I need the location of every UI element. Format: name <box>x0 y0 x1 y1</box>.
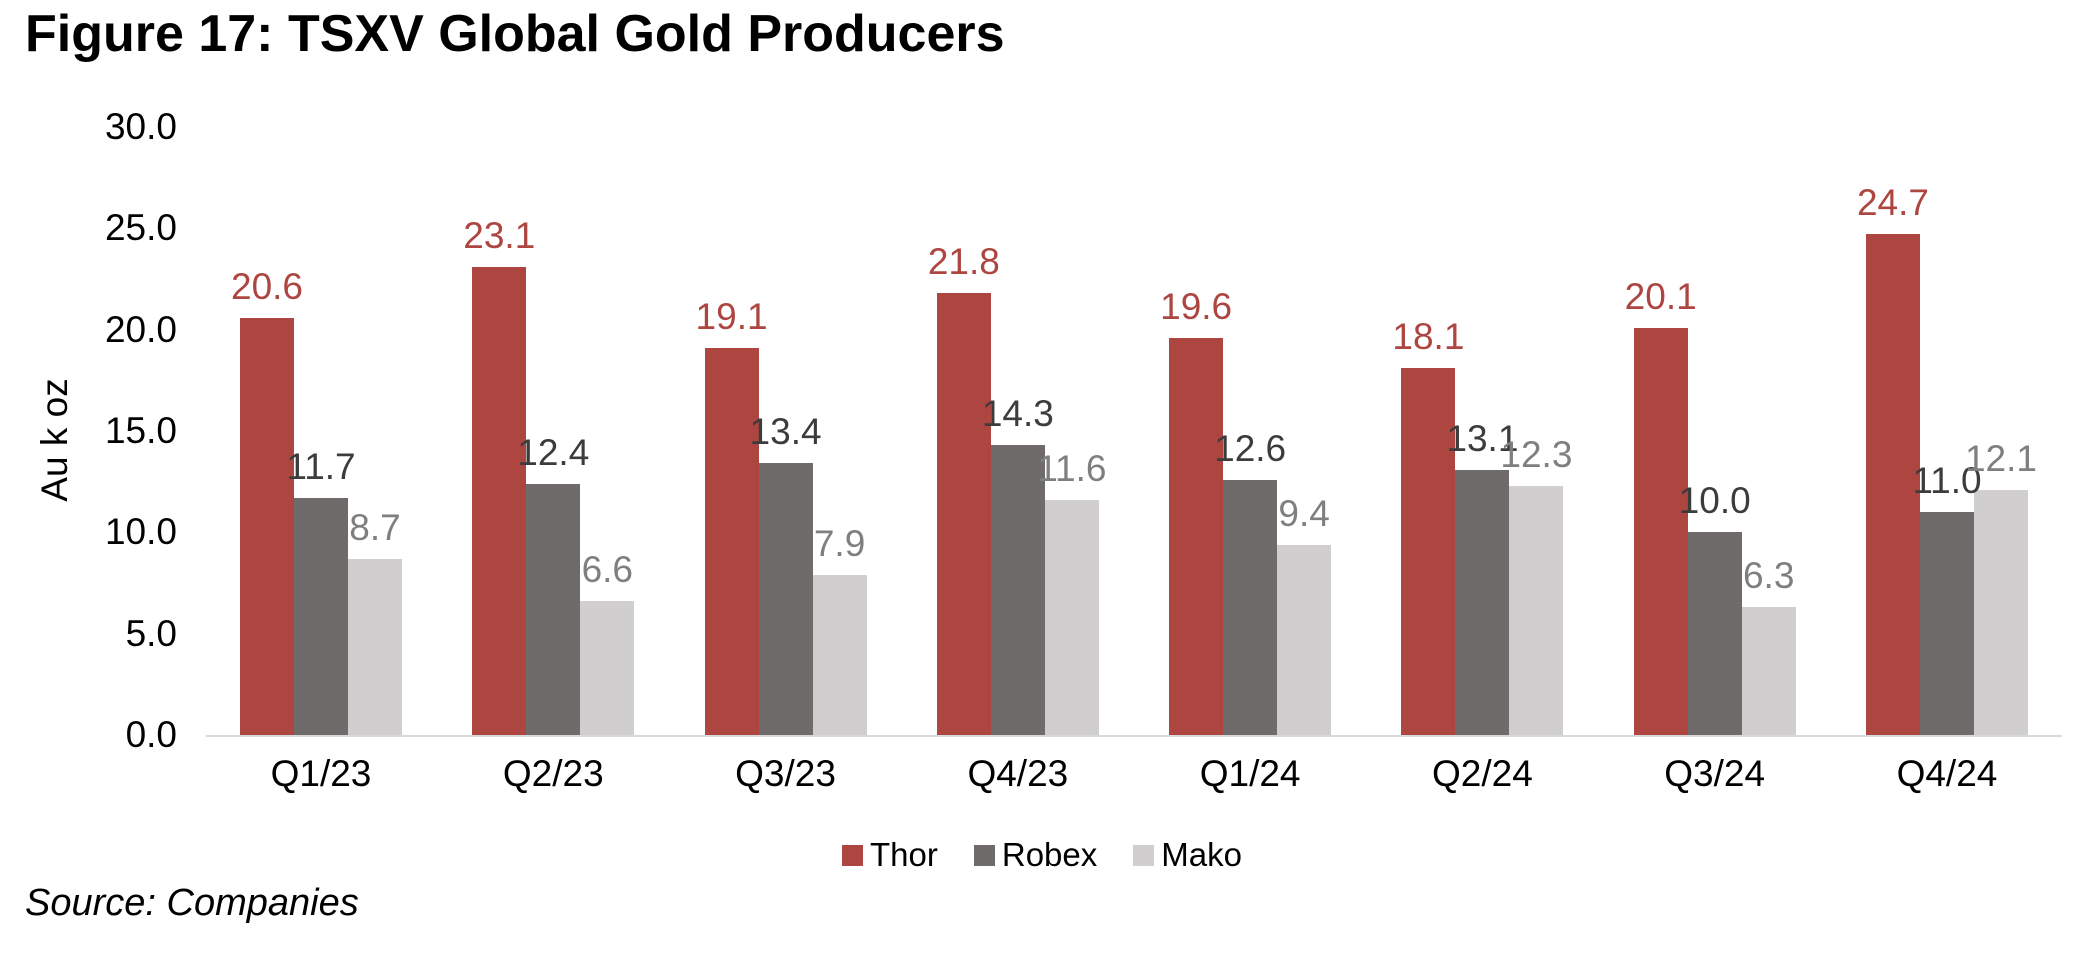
bar-value-label: 12.4 <box>517 431 590 473</box>
bar-value-label: 12.6 <box>1214 427 1287 469</box>
bar-robex <box>758 463 813 735</box>
x-tick-label: Q4/24 <box>1896 753 1998 794</box>
bar-thor <box>704 347 759 735</box>
bar-thor <box>1169 337 1224 735</box>
bar-thor <box>472 266 527 735</box>
bar-value-label: 23.1 <box>463 214 536 256</box>
chart-title: Figure 17: TSXV Global Gold Producers <box>25 5 1005 63</box>
bar-mako <box>1277 544 1332 735</box>
source-note: Source: Companies <box>25 882 359 924</box>
bar-robex <box>294 497 348 735</box>
bar-value-label: 11.6 <box>1037 447 1107 489</box>
bar-value-label: 9.4 <box>1278 492 1330 534</box>
bar-value-label: 14.3 <box>981 393 1054 435</box>
bar-group: 19.6 12.6 9.4 <box>1160 127 1332 735</box>
bar-group: 18.1 13.1 12.3 <box>1392 127 1572 735</box>
bar-value-label: 19.1 <box>695 295 768 337</box>
bar-value-label: 11.0 <box>1912 460 1982 502</box>
bar-value-label: 6.6 <box>581 549 633 591</box>
bar-robex <box>526 483 581 735</box>
legend: Thor Robex Mako <box>0 836 2084 874</box>
bar-thor <box>1865 234 1920 735</box>
x-tick-label: Q2/24 <box>1432 753 1533 794</box>
bar-value-label: 21.8 <box>927 241 1000 283</box>
bar-value-label: 13.4 <box>749 411 822 453</box>
bar-value-label: 24.7 <box>1856 182 1929 224</box>
x-axis-baseline <box>206 735 2062 737</box>
bar-value-label: 20.1 <box>1624 275 1697 317</box>
bar-value-label: 12.3 <box>1500 433 1573 475</box>
bar-value-label: 8.7 <box>349 506 401 548</box>
bar-robex <box>1919 512 1974 735</box>
x-tick-label: Q3/24 <box>1664 753 1766 794</box>
x-tick-label: Q2/23 <box>502 753 604 794</box>
bar-thor <box>1633 327 1688 735</box>
y-tick-label: 0.0 <box>125 714 177 755</box>
bar-value-label: 7.9 <box>813 522 866 564</box>
legend-swatch-icon <box>1133 844 1155 866</box>
bar-mako <box>1044 499 1099 735</box>
x-tick-label: Q4/23 <box>967 753 1069 794</box>
x-tick-label: Q1/23 <box>270 753 372 794</box>
bar-thor <box>240 317 294 735</box>
bar-value-label: 19.6 <box>1160 285 1233 327</box>
bar-group: 20.6 11.7 8.7 <box>231 127 402 735</box>
bar-group: 23.1 12.4 6.6 <box>463 127 635 735</box>
bar-value-label: 18.1 <box>1392 316 1465 358</box>
bar-mako <box>1741 607 1796 735</box>
x-axis: Q1/23 Q2/23 Q3/23 Q4/23 Q1/24 Q2/24 Q3/24 Q4/24 <box>206 752 2062 796</box>
legend-swatch-icon <box>842 844 864 866</box>
bar-value-label: 6.3 <box>1742 555 1795 597</box>
legend-item-robex: Robex <box>973 836 1098 874</box>
plot-area: 20.6 11.7 8.7 23.1 12.4 6.6 19.1 13.4 7.9 21.8 14.… <box>206 127 2062 735</box>
y-tick-label: 20.0 <box>104 308 177 350</box>
legend-label: Thor <box>870 836 938 873</box>
bar-group: 20.1 10.0 6.3 <box>1625 127 1796 735</box>
bar-mako <box>812 574 867 735</box>
bar-mako <box>1973 489 2028 735</box>
y-tick-label: 10.0 <box>104 511 177 553</box>
legend-label: Robex <box>1001 836 1098 873</box>
bar-group: 24.7 11.0 12.1 <box>1857 127 2037 735</box>
y-tick-label: 30.0 <box>104 106 177 147</box>
bar-mako <box>1509 485 1564 735</box>
y-tick-label: 15.0 <box>104 410 177 451</box>
bar-mako <box>580 601 635 735</box>
bar-value-label: 12.1 <box>1964 437 2037 479</box>
legend-swatch-icon <box>973 844 995 866</box>
bar-value-label: 10.0 <box>1678 480 1751 522</box>
bar-thor <box>1401 368 1456 735</box>
bar-thor <box>936 293 991 735</box>
bar-robex <box>1223 479 1278 735</box>
bar-value-label: 20.6 <box>230 265 304 307</box>
legend-item-mako: Mako <box>1133 836 1242 874</box>
bar-robex <box>990 445 1045 735</box>
x-tick-label: Q1/24 <box>1199 753 1301 794</box>
x-tick-label: Q3/23 <box>735 753 836 794</box>
bar-robex <box>1687 532 1742 735</box>
bar-robex <box>1455 469 1510 735</box>
legend-item-thor: Thor <box>842 836 938 874</box>
legend-label: Mako <box>1161 836 1242 873</box>
bar-group: 19.1 13.4 7.9 <box>696 127 867 735</box>
y-tick-label: 5.0 <box>125 612 177 654</box>
bar-mako <box>348 558 402 735</box>
bar-value-label: 11.7 <box>286 445 356 487</box>
y-tick-label: 25.0 <box>104 207 177 249</box>
bar-value-label: 13.1 <box>1446 417 1519 459</box>
bar-group: 21.8 14.3 11.6 <box>928 127 1106 735</box>
